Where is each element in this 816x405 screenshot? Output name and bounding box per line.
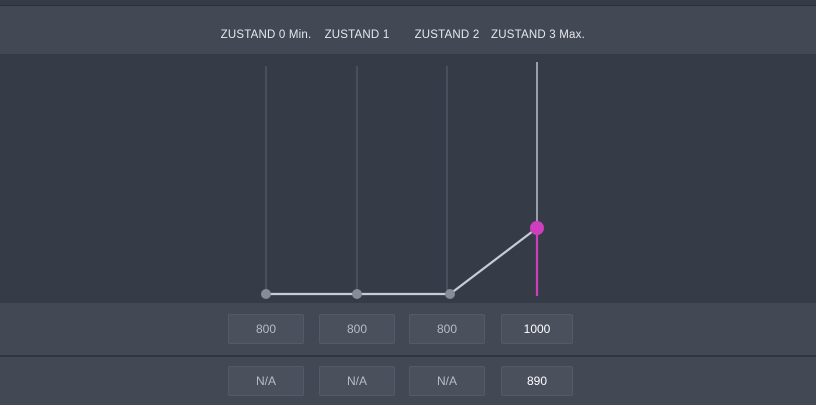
curve-chart-panel[interactable]	[0, 54, 816, 302]
istwert-input-3[interactable]: 890	[501, 366, 573, 396]
istwert-input-0[interactable]: N/A	[228, 366, 304, 396]
top-divider	[0, 5, 816, 6]
sollwert-input-2[interactable]: 800	[409, 314, 485, 344]
curve-node-2[interactable]	[445, 289, 455, 299]
curve-path[interactable]	[264, 226, 539, 296]
curve-chart[interactable]	[0, 54, 816, 302]
curve-node-1[interactable]	[352, 289, 362, 299]
state-label-row: ZUSTAND 0 Min. ZUSTAND 1 ZUSTAND 2 ZUSTAND …	[0, 6, 816, 54]
row-divider	[0, 355, 816, 357]
setpoint-value-row: 800 800 800 1000	[0, 303, 816, 355]
sollwert-input-0[interactable]: 800	[228, 314, 304, 344]
istwert-input-1[interactable]: N/A	[319, 366, 395, 396]
actual-value-row: N/A N/A N/A 890	[0, 357, 816, 405]
state-header-bar: ZUSTAND 0 Min. ZUSTAND 1 ZUSTAND 2 ZUSTAND …	[0, 6, 816, 54]
sollwert-input-3[interactable]: 1000	[501, 314, 573, 344]
curve-node-selected[interactable]	[530, 221, 544, 235]
state-label-2: ZUSTAND 2	[414, 29, 480, 41]
state-label-1: ZUSTAND 1	[324, 29, 390, 41]
istwert-input-2[interactable]: N/A	[409, 366, 485, 396]
curve-node-0[interactable]	[261, 289, 271, 299]
state-label-3: ZUSTAND 3 Max.	[491, 29, 585, 41]
state-label-0: ZUSTAND 0 Min.	[220, 29, 312, 41]
sollwert-input-1[interactable]: 800	[319, 314, 395, 344]
